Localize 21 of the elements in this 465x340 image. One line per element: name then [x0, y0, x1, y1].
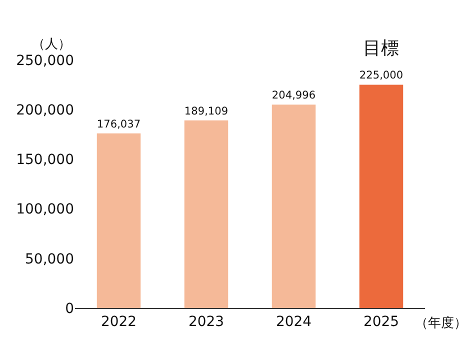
y-tick-label: 150,000: [16, 152, 74, 168]
y-tick-label: 200,000: [16, 102, 74, 118]
y-tick-label: 100,000: [16, 202, 74, 218]
data-label: 225,000: [359, 70, 404, 82]
y-axis-title: （人）: [32, 37, 71, 52]
data-label: 176,037: [96, 118, 141, 130]
data-label: 204,996: [272, 90, 316, 102]
annotation: 目標: [363, 38, 399, 59]
bar: [359, 84, 404, 308]
x-tick-label: 2024: [276, 314, 312, 330]
x-axis-title: （年度）: [415, 315, 465, 331]
y-tick-label: 250,000: [16, 52, 74, 69]
bar: [184, 120, 228, 308]
x-tick-label: 2022: [100, 314, 137, 330]
y-tick-label: 0: [65, 300, 74, 317]
bar: [272, 104, 316, 308]
x-tick-label: 2025: [363, 314, 400, 330]
bar: [96, 133, 141, 308]
x-tick-label: 2023: [188, 314, 224, 330]
data-label: 189,109: [184, 105, 228, 118]
y-tick-label: 50,000: [25, 251, 74, 268]
